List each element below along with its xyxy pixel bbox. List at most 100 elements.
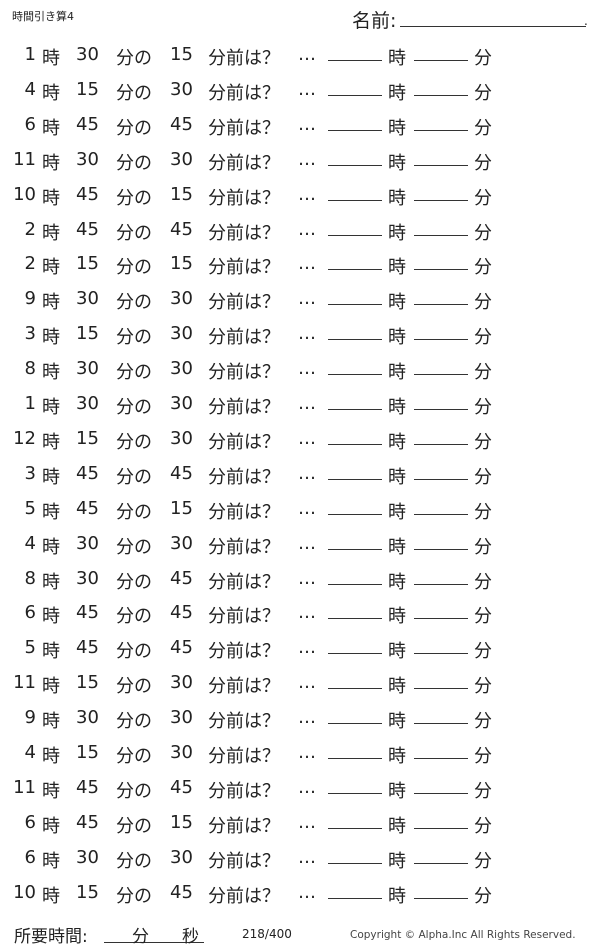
answer-minute-unit: 分 [474, 152, 492, 174]
answer-minute-unit: 分 [474, 641, 492, 663]
answer-minute-blank[interactable] [414, 827, 468, 829]
hour-unit: 時 [42, 676, 60, 698]
answer-hour-blank[interactable] [328, 723, 382, 725]
hour-unit: 時 [42, 48, 60, 69]
answer-minute-blank[interactable] [414, 443, 468, 445]
minute-of-label: 分の [116, 850, 152, 872]
ellipsis: … [298, 253, 316, 275]
answer-minute-blank[interactable] [414, 478, 468, 480]
problem-minute: 30 [76, 148, 99, 170]
problem-hour: 1 [24, 393, 36, 414]
minutes-before-label: 分前は？ [208, 362, 280, 384]
answer-minute-blank[interactable] [414, 618, 468, 620]
answer-minute-blank[interactable] [414, 199, 468, 201]
problem-hour: 5 [24, 637, 36, 659]
answer-minute-blank[interactable] [414, 60, 468, 61]
answer-minute-blank[interactable] [414, 234, 468, 236]
answer-hour-blank[interactable] [328, 164, 382, 166]
hour-unit: 時 [42, 82, 60, 104]
answer-hour-blank[interactable] [328, 199, 382, 201]
subtract-minutes: 30 [170, 323, 193, 345]
answer-hour-unit: 時 [388, 676, 406, 698]
hour-unit: 時 [42, 257, 60, 279]
time-field-line[interactable] [104, 942, 204, 943]
time-label: 所要時間: [14, 927, 88, 947]
answer-hour-blank[interactable] [328, 374, 382, 376]
ellipsis: … [298, 497, 316, 519]
answer-hour-blank[interactable] [328, 583, 382, 585]
answer-minute-blank[interactable] [414, 653, 468, 655]
answer-hour-blank[interactable] [328, 129, 382, 131]
answer-hour-blank[interactable] [328, 548, 382, 550]
name-label: 名前: [352, 10, 397, 32]
answer-minute-blank[interactable] [414, 374, 468, 376]
problem-minute: 45 [76, 113, 99, 135]
subtract-minutes: 45 [170, 462, 193, 484]
problem-row: 2 時 15 分の 15 分前は？… 時分 [0, 253, 600, 283]
problem-minute: 15 [76, 427, 99, 449]
answer-minute-blank[interactable] [414, 129, 468, 131]
problem-row: 5 時 45 分の 45 分前は？… 時分 [0, 637, 600, 667]
problem-minute: 30 [76, 707, 99, 729]
problem-minute: 45 [76, 218, 99, 240]
answer-minute-blank[interactable] [414, 513, 468, 515]
answer-hour-blank[interactable] [328, 897, 382, 899]
minute-of-label: 分の [116, 187, 152, 209]
problem-row: 4 時 15 分の 30 分前は？… 時分 [0, 742, 600, 772]
answer-hour-blank[interactable] [328, 234, 382, 236]
answer-hour-unit: 時 [388, 187, 406, 209]
answer-hour-blank[interactable] [328, 304, 382, 306]
answer-hour-blank[interactable] [328, 94, 382, 96]
problem-hour: 3 [24, 323, 36, 345]
worksheet-title: 時間引き算4 [12, 10, 74, 23]
answer-hour-unit: 時 [388, 711, 406, 733]
problem-hour: 6 [24, 113, 36, 135]
minute-of-label: 分の [116, 257, 152, 279]
minutes-before-label: 分前は？ [208, 571, 280, 593]
answer-minute-blank[interactable] [414, 548, 468, 550]
answer-hour-blank[interactable] [328, 653, 382, 655]
answer-hour-blank[interactable] [328, 862, 382, 864]
answer-hour-blank[interactable] [328, 409, 382, 410]
hour-unit: 時 [42, 641, 60, 663]
answer-hour-blank[interactable] [328, 269, 382, 271]
minutes-before-label: 分前は？ [208, 815, 280, 837]
minutes-before-label: 分前は？ [208, 466, 280, 488]
answer-minute-blank[interactable] [414, 862, 468, 864]
answer-hour-blank[interactable] [328, 827, 382, 829]
answer-minute-blank[interactable] [414, 792, 468, 794]
minute-of-label: 分の [116, 606, 152, 628]
answer-hour-blank[interactable] [328, 478, 382, 480]
ellipsis: … [298, 148, 316, 170]
name-field-line[interactable] [400, 26, 586, 27]
answer-minute-blank[interactable] [414, 269, 468, 271]
minute-of-label: 分の [116, 152, 152, 174]
answer-minute-blank[interactable] [414, 688, 468, 690]
hour-unit: 時 [42, 327, 60, 349]
answer-minute-blank[interactable] [414, 897, 468, 899]
subtract-minutes: 45 [170, 602, 193, 624]
time-minute-unit: 分 [132, 927, 149, 947]
answer-hour-blank[interactable] [328, 339, 382, 341]
problem-minute: 45 [76, 183, 99, 205]
answer-hour-blank[interactable] [328, 792, 382, 794]
problem-minute: 30 [76, 532, 99, 554]
answer-minute-blank[interactable] [414, 758, 468, 759]
answer-hour-blank[interactable] [328, 60, 382, 61]
answer-minute-blank[interactable] [414, 339, 468, 341]
answer-hour-blank[interactable] [328, 618, 382, 620]
minute-of-label: 分の [116, 466, 152, 488]
answer-hour-unit: 時 [388, 152, 406, 174]
hour-unit: 時 [42, 606, 60, 628]
answer-minute-blank[interactable] [414, 583, 468, 585]
answer-hour-blank[interactable] [328, 513, 382, 515]
answer-hour-blank[interactable] [328, 443, 382, 445]
answer-minute-blank[interactable] [414, 94, 468, 96]
answer-minute-blank[interactable] [414, 409, 468, 410]
answer-hour-blank[interactable] [328, 758, 382, 759]
answer-minute-blank[interactable] [414, 723, 468, 725]
answer-hour-blank[interactable] [328, 688, 382, 690]
answer-minute-blank[interactable] [414, 164, 468, 166]
answer-minute-blank[interactable] [414, 304, 468, 306]
ellipsis: … [298, 881, 316, 903]
